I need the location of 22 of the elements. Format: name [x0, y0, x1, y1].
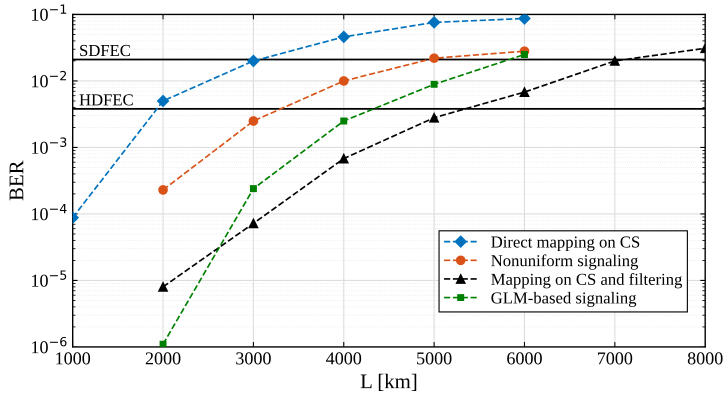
x-axis-title: L [km]: [360, 374, 416, 391]
x-tick-label: 5000: [417, 352, 452, 364]
x-tick-label: 8000: [688, 352, 723, 364]
y-tick-label: 10$^{−6}$: [32, 336, 67, 354]
legend-label: GLM-based signaling: [491, 292, 636, 307]
legend-label: Mapping on CS and filtering: [491, 273, 682, 288]
ref-line-label: SDFEC: [80, 44, 130, 56]
ref-line-label: HDFEC: [80, 94, 133, 106]
x-tick-label: 3000: [236, 352, 271, 364]
x-tick-label: 1000: [56, 352, 90, 364]
legend-label: Nonuniform signaling: [491, 254, 638, 270]
y-tick-label: 10$^{−5}$: [32, 270, 66, 287]
x-tick-label: 6000: [507, 352, 542, 364]
y-tick-label: 10$^{−1}$: [32, 4, 66, 21]
y-tick-label: 10$^{−2}$: [32, 70, 66, 88]
y-tick-label: 10$^{−3}$: [32, 137, 66, 154]
x-tick-label: 2000: [146, 352, 180, 364]
y-axis-title: BER: [10, 160, 24, 200]
legend-label: Direct mapping on CS: [491, 236, 640, 252]
x-tick-label: 4000: [326, 352, 362, 364]
y-tick-label: 10$^{−4}$: [32, 204, 67, 220]
x-tick-label: 7000: [598, 352, 632, 364]
